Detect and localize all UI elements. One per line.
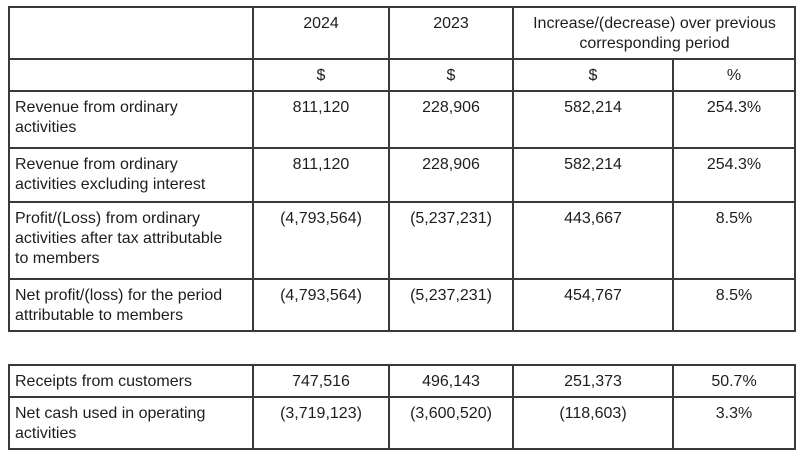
value-2023: 228,906 — [388, 147, 514, 203]
value-2023: (5,237,231) — [388, 201, 514, 280]
value-increase: 582,214 — [512, 147, 674, 203]
value-2024: (3,719,123) — [252, 396, 390, 450]
value-2024: (4,793,564) — [252, 278, 390, 332]
value-increase: 582,214 — [512, 90, 674, 149]
units-dollar-2023: $ — [388, 58, 514, 92]
table-header-row: 2024 2023 Increase/(decrease) over previ… — [8, 6, 796, 60]
row-label: Revenue from ordinary activities excludi… — [8, 147, 254, 203]
row-label: Profit/(Loss) from ordinary activities a… — [8, 201, 254, 280]
row-label: Net cash used in operating activities — [8, 396, 254, 450]
cash-flow-table: Receipts from customers 747,516 496,143 … — [8, 364, 796, 450]
value-2024: 811,120 — [252, 90, 390, 149]
value-2023: (5,237,231) — [388, 278, 514, 332]
header-year-2024: 2024 — [252, 6, 390, 60]
row-label: Receipts from customers — [8, 364, 254, 398]
value-percent: 3.3% — [672, 396, 796, 450]
table-row-profit-loss: Profit/(Loss) from ordinary activities a… — [8, 201, 796, 280]
row-label: Revenue from ordinary activities — [8, 90, 254, 149]
value-percent: 50.7% — [672, 364, 796, 398]
header-year-2023: 2023 — [388, 6, 514, 60]
units-dollar-2024: $ — [252, 58, 390, 92]
header-empty-cell — [8, 6, 254, 60]
table-row-revenue-excl-interest: Revenue from ordinary activities excludi… — [8, 147, 796, 203]
table-row-net-profit: Net profit/(loss) for the period attribu… — [8, 278, 796, 332]
units-empty-cell — [8, 58, 254, 92]
units-dollar-increase: $ — [512, 58, 674, 92]
value-increase: 443,667 — [512, 201, 674, 280]
value-increase: (118,603) — [512, 396, 674, 450]
value-increase: 454,767 — [512, 278, 674, 332]
table-row-revenue: Revenue from ordinary activities 811,120… — [8, 90, 796, 149]
header-increase-label: Increase/(decrease) over previous corres… — [512, 6, 796, 60]
value-increase: 251,373 — [512, 364, 674, 398]
value-2024: 811,120 — [252, 147, 390, 203]
financial-results-table: 2024 2023 Increase/(decrease) over previ… — [8, 6, 796, 332]
value-2023: (3,600,520) — [388, 396, 514, 450]
value-percent: 8.5% — [672, 278, 796, 332]
value-2023: 496,143 — [388, 364, 514, 398]
value-percent: 254.3% — [672, 90, 796, 149]
value-2023: 228,906 — [388, 90, 514, 149]
row-label: Net profit/(loss) for the period attribu… — [8, 278, 254, 332]
value-percent: 254.3% — [672, 147, 796, 203]
units-row: $ $ $ % — [8, 58, 796, 92]
value-2024: 747,516 — [252, 364, 390, 398]
units-percent: % — [672, 58, 796, 92]
value-2024: (4,793,564) — [252, 201, 390, 280]
table-row-receipts: Receipts from customers 747,516 496,143 … — [8, 364, 796, 398]
table-row-net-cash-operating: Net cash used in operating activities (3… — [8, 396, 796, 450]
value-percent: 8.5% — [672, 201, 796, 280]
